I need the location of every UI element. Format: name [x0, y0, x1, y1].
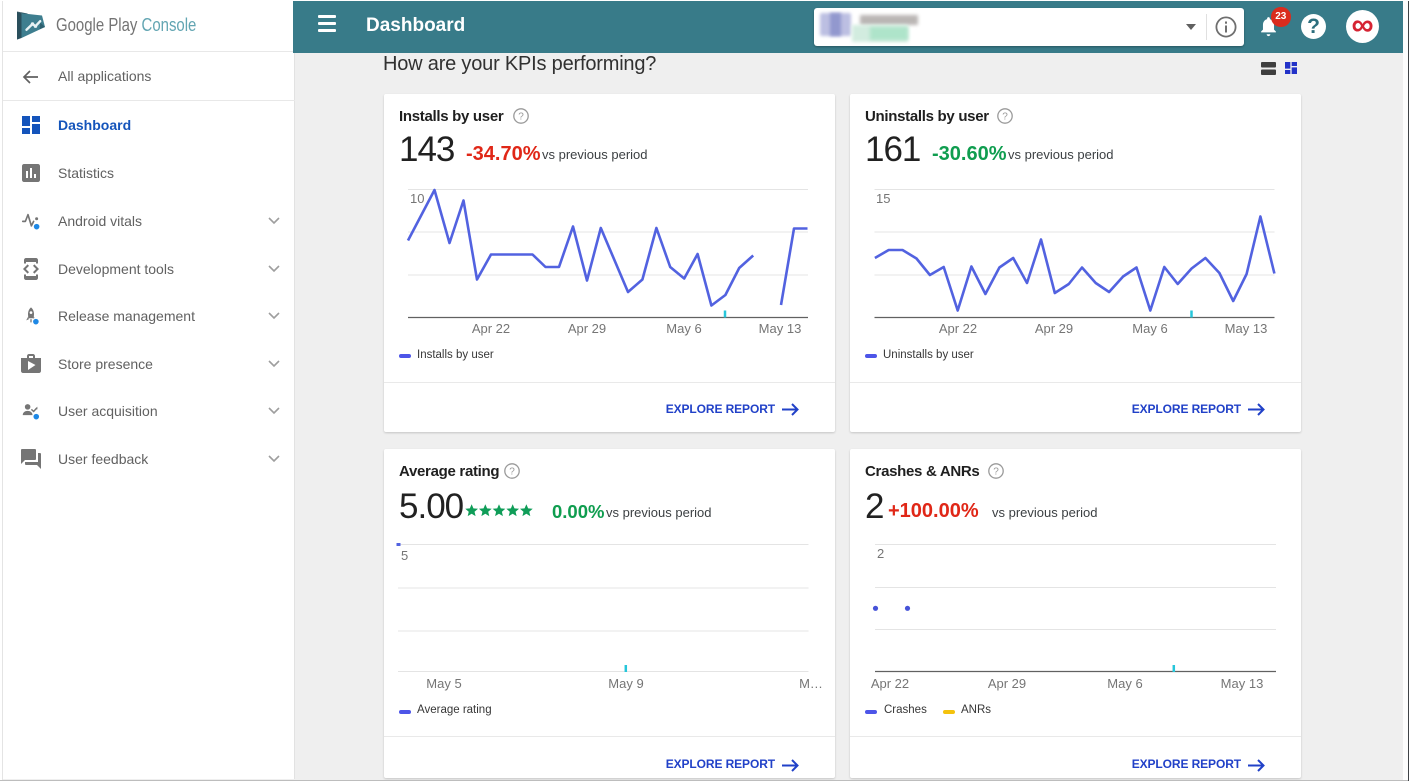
svg-text:?: ? — [509, 467, 515, 478]
svg-text:?: ? — [993, 467, 999, 478]
svg-text:?: ? — [518, 112, 524, 123]
svg-text:?: ? — [1002, 112, 1008, 123]
